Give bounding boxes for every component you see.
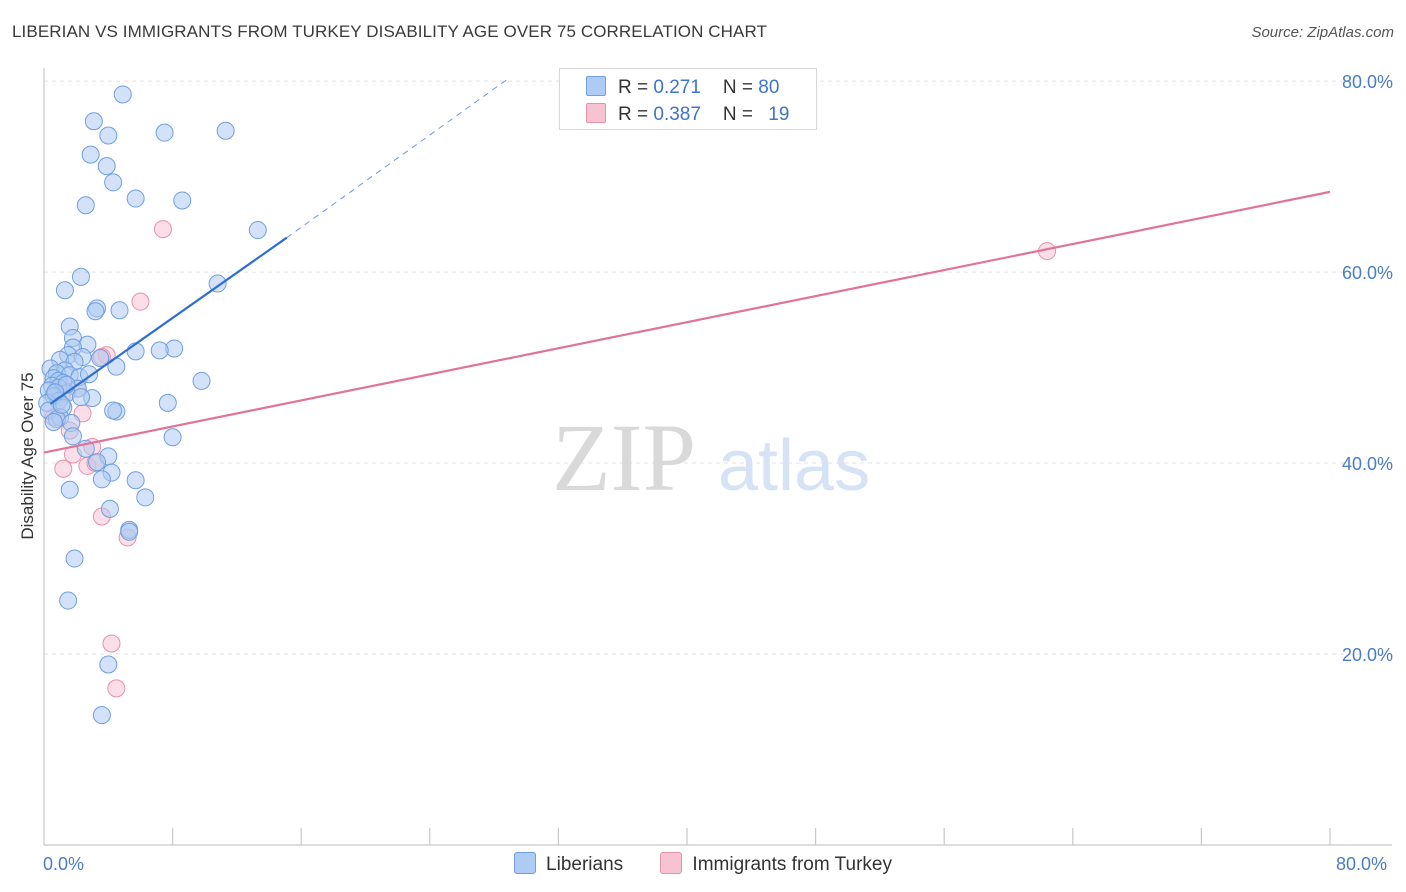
scatter-point: [55, 281, 74, 300]
scatter-point: [97, 157, 116, 176]
x-tick-marks: [172, 828, 1331, 845]
y-tick-label: 20.0%: [1342, 645, 1393, 665]
series-turkey-points: [44, 220, 1057, 698]
scatter-point: [81, 145, 100, 164]
scatter-point: [76, 196, 95, 215]
scatter-point: [71, 388, 90, 407]
legend-row-liberians: R = 0.271 N = 80: [586, 76, 779, 98]
liberians-legend-swatch: [514, 852, 537, 874]
legend-n-label: N =: [722, 104, 759, 125]
turkey-legend-swatch: [660, 852, 683, 874]
scatter-point: [92, 706, 111, 725]
watermark-zip: ZIP: [552, 404, 696, 511]
scatter-point: [163, 428, 182, 447]
legend-r-value-liberians: 0.271: [653, 77, 701, 98]
scatter-point: [216, 121, 235, 140]
axes: [43, 68, 1392, 846]
grid-lines: [44, 80, 1392, 655]
y-tick-label: 40.0%: [1342, 454, 1393, 474]
trend-lines: [43, 76, 1331, 454]
x-tick-label-max: 80.0%: [1336, 854, 1387, 874]
y-tick-label: 60.0%: [1342, 263, 1393, 283]
scatter-point: [120, 522, 139, 541]
scatter-point: [63, 427, 82, 446]
scatter-point: [99, 655, 118, 674]
scatter-point: [150, 341, 169, 360]
scatter-point: [71, 267, 90, 286]
watermark: ZIP atlas: [552, 404, 870, 511]
source-credit: Source: ZipAtlas.com: [1251, 24, 1394, 41]
legend-row-turkey: R = 0.387 N = 19: [586, 103, 789, 125]
scatter-point: [60, 480, 79, 499]
trend-line-liberians-extension: [286, 76, 511, 239]
scatter-point: [173, 191, 192, 210]
legend-label-turkey: Immigrants from Turkey: [692, 854, 892, 875]
scatter-point: [59, 591, 78, 610]
legend-n-label: N =: [722, 77, 759, 98]
legend-r-label: R =: [618, 104, 654, 125]
scatter-point: [91, 349, 110, 368]
x-tick-label-min: 0.0%: [43, 854, 84, 874]
scatter-point: [126, 342, 145, 361]
scatter-point: [136, 488, 155, 507]
chart-title: LIBERIAN VS IMMIGRANTS FROM TURKEY DISAB…: [12, 22, 768, 41]
liberians-swatch: [586, 76, 606, 96]
scatter-point: [248, 221, 267, 240]
scatter-point: [126, 189, 145, 208]
scatter-point: [131, 292, 150, 311]
y-tick-label: 80.0%: [1342, 72, 1393, 92]
scatter-point: [155, 123, 174, 142]
series-legend: Liberians Immigrants from Turkey: [0, 852, 1406, 876]
legend-label-liberians: Liberians: [546, 854, 624, 875]
scatter-point: [102, 634, 121, 653]
scatter-point: [126, 471, 145, 490]
scatter-point: [107, 679, 126, 698]
scatter-point: [92, 470, 111, 489]
turkey-swatch: [586, 103, 606, 123]
legend-n-value-turkey: 19: [768, 104, 790, 125]
scatter-point: [158, 393, 177, 412]
scatter-point: [208, 274, 227, 293]
scatter-point: [99, 126, 118, 145]
scatter-point: [192, 371, 211, 390]
y-tick-labels: 20.0% 40.0% 60.0% 80.0%: [1342, 72, 1393, 665]
scatter-point: [65, 549, 84, 568]
scatter-point: [153, 220, 172, 239]
scatter-point: [88, 453, 107, 472]
correlation-legend: R = 0.271 N = 80 R = 0.387 N = 19: [559, 68, 817, 130]
watermark-atlas: atlas: [718, 426, 870, 506]
x-tick-labels: 0.0% 80.0%: [43, 854, 1387, 874]
scatter-point: [110, 301, 129, 320]
trend-line-turkey: [43, 190, 1331, 454]
scatter-point: [84, 112, 103, 131]
legend-r-value-turkey: 0.387: [653, 104, 701, 125]
legend-item-liberians: Liberians: [514, 852, 623, 876]
scatter-point: [104, 173, 123, 192]
scatter-point: [44, 412, 63, 431]
legend-n-value-liberians: 80: [758, 77, 780, 98]
scatter-point: [54, 459, 73, 478]
trend-line-liberians: [49, 236, 288, 405]
series-liberians-points: [38, 85, 267, 725]
y-axis-label: Disability Age Over 75: [18, 372, 37, 539]
legend-item-turkey: Immigrants from Turkey: [660, 852, 892, 876]
scatter-point: [86, 302, 105, 321]
scatter-point: [100, 499, 119, 518]
scatter-point: [113, 85, 132, 104]
scatter-point: [104, 401, 123, 420]
legend-r-label: R =: [618, 77, 654, 98]
